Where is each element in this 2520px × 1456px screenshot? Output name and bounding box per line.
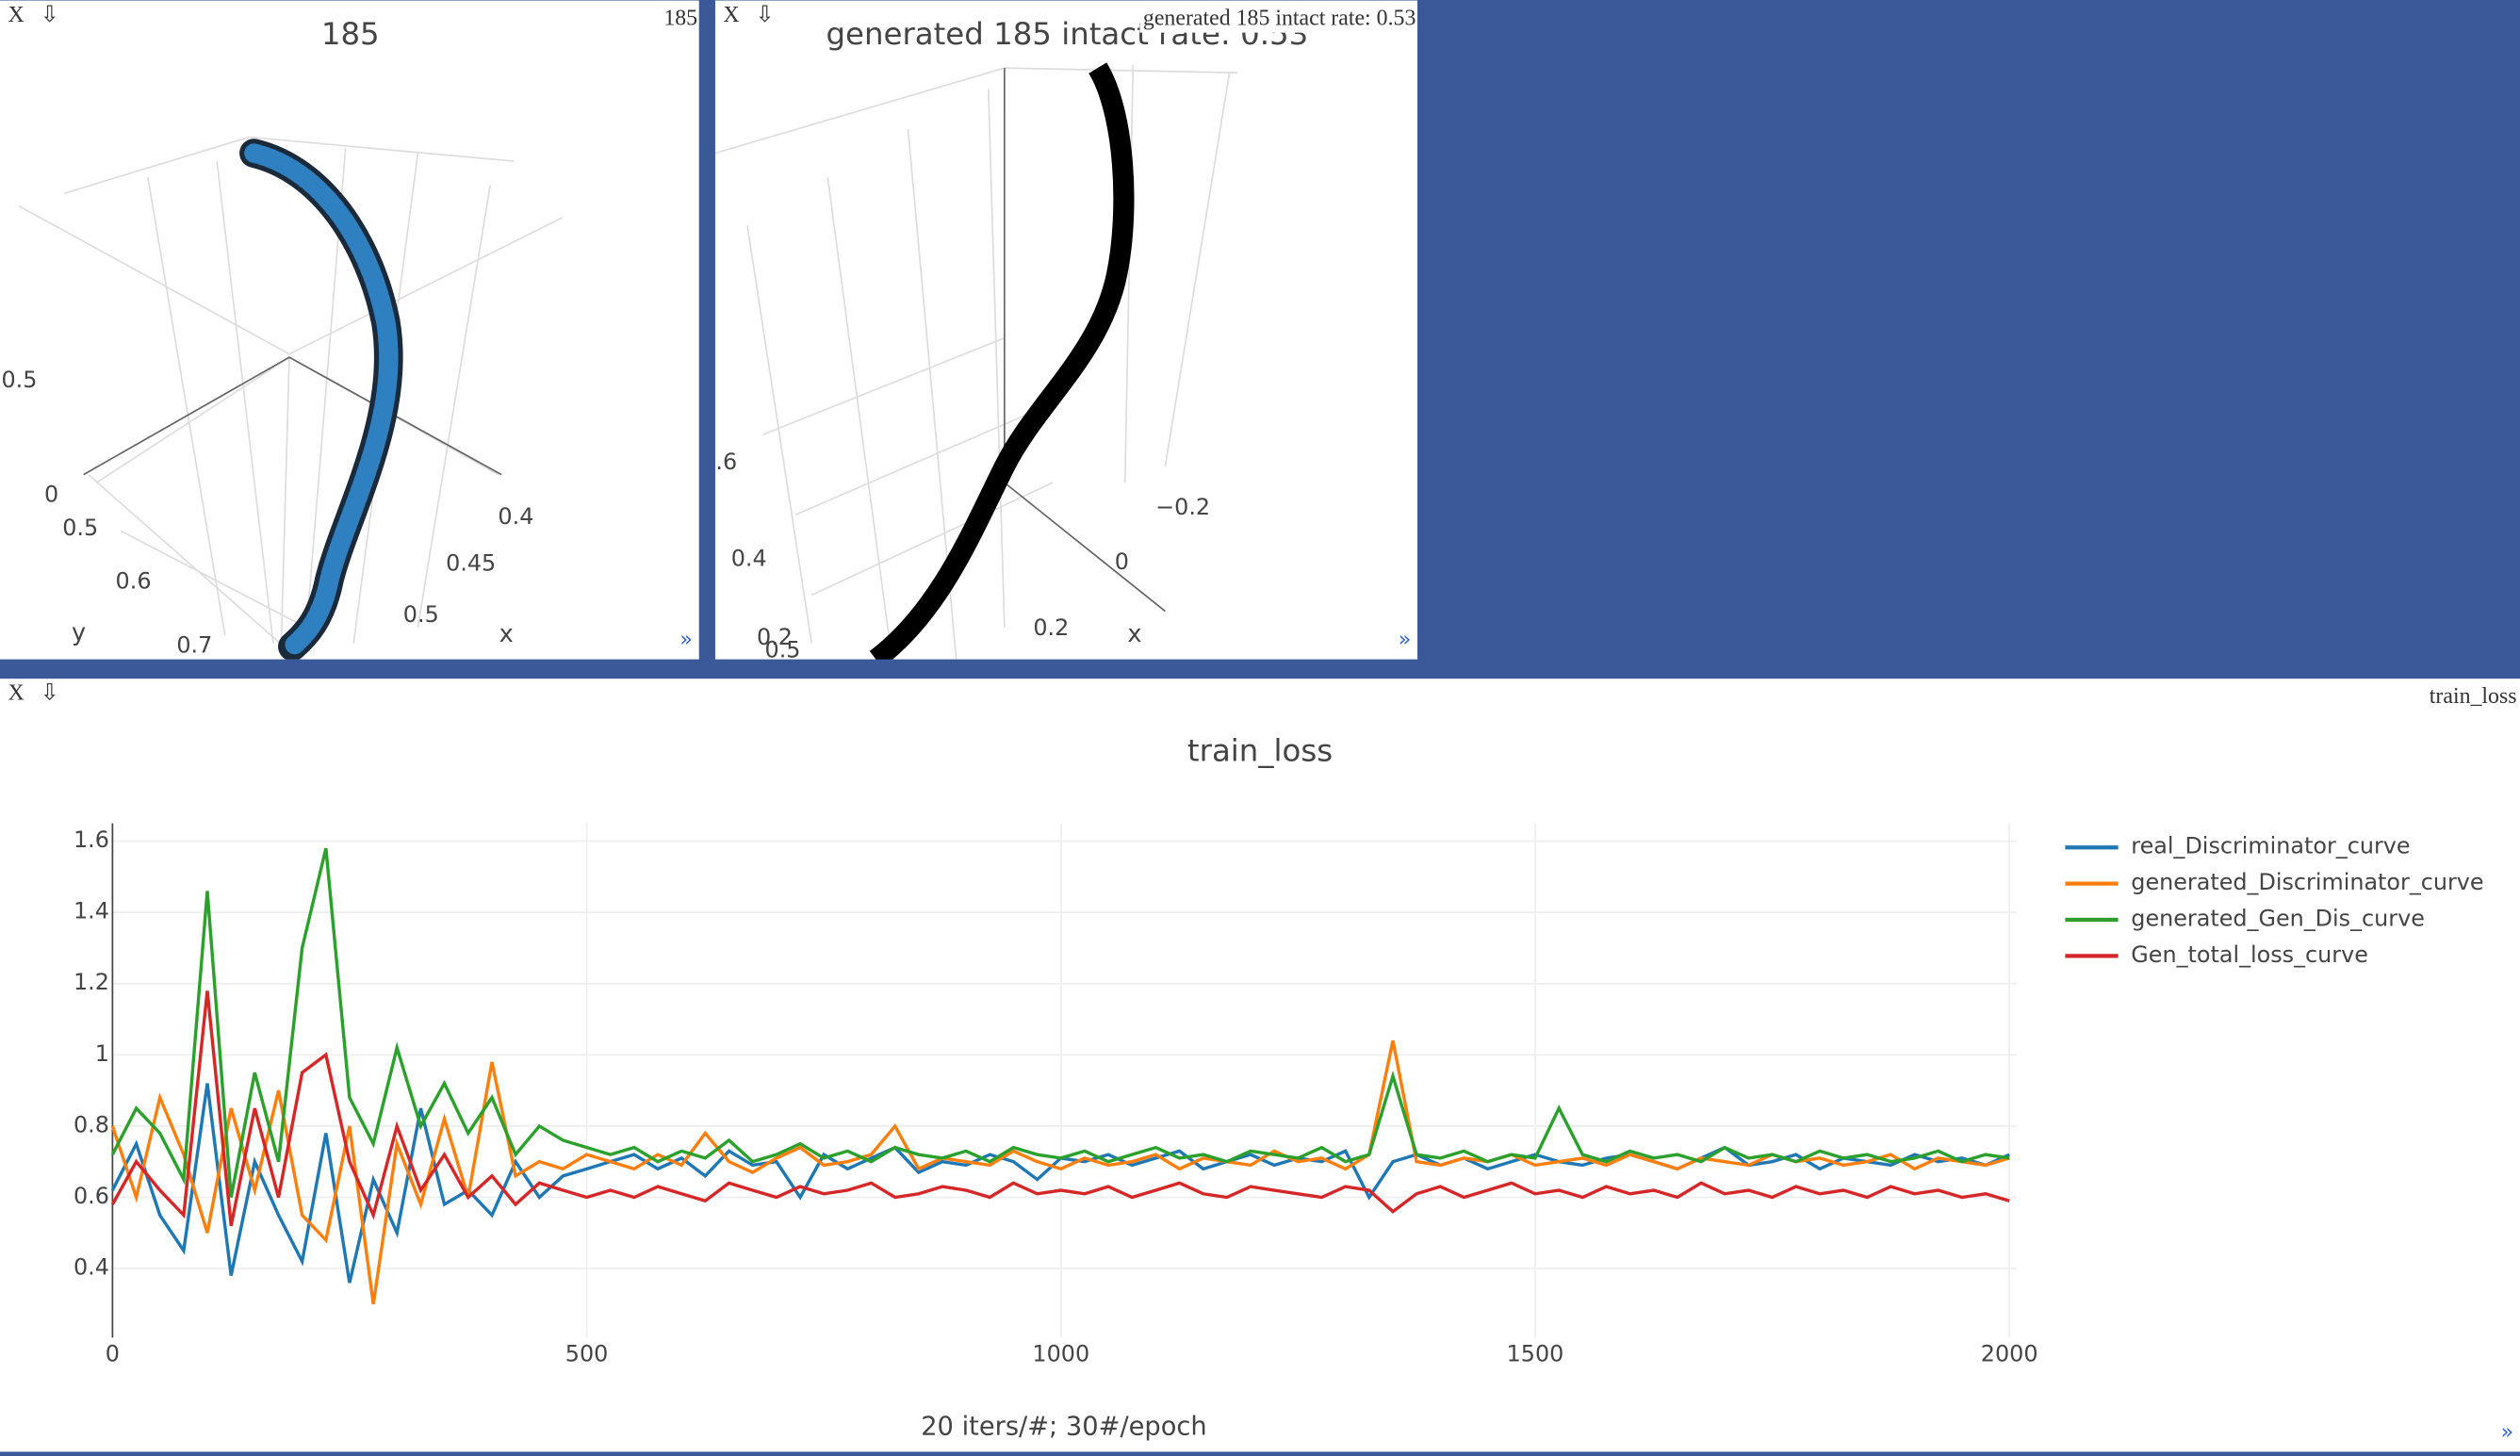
download-button[interactable]: ⇩ <box>756 3 775 27</box>
tick-label: 0.4 <box>731 545 767 571</box>
window-label: generated 185 intact rate: 0.53 <box>1143 6 1416 30</box>
axis-label: x <box>1127 620 1141 648</box>
window-bg <box>714 0 1418 660</box>
legend-label[interactable]: generated_Gen_Dis_curve <box>2131 905 2425 931</box>
window-label: 185 <box>663 6 697 30</box>
tick-label: 0 <box>1115 548 1129 575</box>
plot-title: 185 <box>321 16 380 52</box>
tick-label: 0 <box>44 481 58 507</box>
x-tick-label: 1000 <box>1032 1341 1089 1367</box>
download-button[interactable]: ⇩ <box>41 3 59 27</box>
chart-title: train_loss <box>1187 733 1333 769</box>
x-tick-label: 2000 <box>1981 1341 2038 1367</box>
close-button[interactable]: X <box>8 681 25 706</box>
scatter-trace <box>244 143 399 657</box>
y-tick-label: 1.4 <box>74 898 109 924</box>
tick-label: 0.5 <box>403 601 439 628</box>
x-tick-label: 1500 <box>1507 1341 1564 1367</box>
tick-label: 0.2 <box>757 624 793 650</box>
download-button[interactable]: ⇩ <box>41 681 59 706</box>
x-tick-label: 500 <box>565 1341 609 1367</box>
tick-label: 0.45 <box>446 550 496 577</box>
y-tick-label: 1.2 <box>74 969 109 995</box>
tick-label: .6 <box>715 449 737 475</box>
y-tick-label: 1 <box>95 1040 109 1067</box>
scatter-trace <box>869 62 1135 660</box>
legend-label[interactable]: Gen_total_loss_curve <box>2131 941 2368 968</box>
y-tick-label: 0.8 <box>74 1111 109 1137</box>
tick-label: 0.4 <box>498 503 533 530</box>
resize-handle[interactable]: » <box>679 628 693 652</box>
label-bg <box>660 3 698 33</box>
resize-handle[interactable]: » <box>1399 628 1412 652</box>
window-label: train_loss <box>2430 684 2517 709</box>
tick-label: −0.2 <box>1155 494 1210 520</box>
y-tick-label: 0.6 <box>74 1183 109 1209</box>
close-button[interactable]: X <box>723 3 739 27</box>
tick-label: 0.5 <box>62 515 98 541</box>
resize-handle[interactable]: » <box>2501 1420 2514 1445</box>
label-bg <box>2426 681 2517 712</box>
line-series <box>110 990 2010 1227</box>
tick-label: 0.5 <box>1 367 37 393</box>
label-bg <box>1139 3 1416 33</box>
y-tick-label: 0.4 <box>74 1254 109 1281</box>
legend-label[interactable]: real_Discriminator_curve <box>2131 833 2410 859</box>
3d-axis <box>83 356 502 476</box>
legend-label[interactable]: generated_Discriminator_curve <box>2131 869 2483 895</box>
y-tick-label: 1.6 <box>74 826 109 853</box>
close-button[interactable]: X <box>8 3 25 27</box>
tick-label: 0.2 <box>1033 614 1069 641</box>
x-tick-label: 0 <box>106 1341 120 1367</box>
tick-label: 0.6 <box>116 567 152 594</box>
tick-label: 0.7 <box>176 632 212 659</box>
axis-label: y <box>72 618 86 646</box>
line-series <box>110 847 2010 1198</box>
axis-label: x <box>499 620 514 648</box>
window-bg <box>0 679 2520 1452</box>
window: X ⇩ » generated 185 intact rate: 0.53 .6 0.4 0… <box>714 0 1418 663</box>
tick-label: 0.5 <box>765 637 801 663</box>
x-axis-label: 20 iters/#; 30#/epoch <box>921 1412 1206 1441</box>
